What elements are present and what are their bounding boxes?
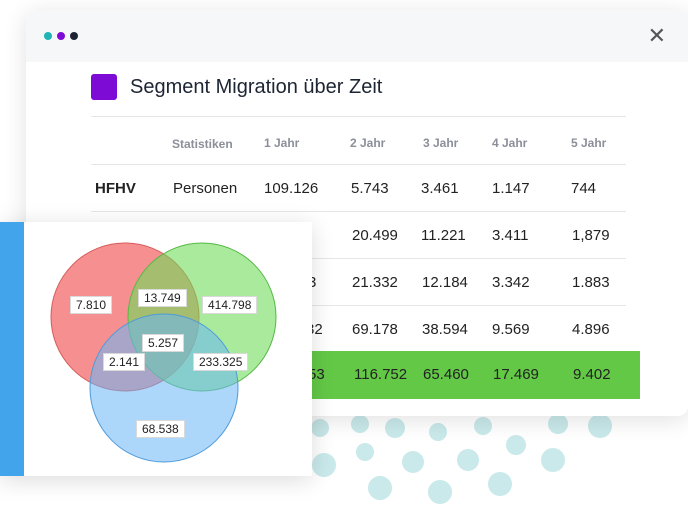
window-dot-1 [44, 32, 52, 40]
page-title: Segment Migration über Zeit [130, 76, 383, 98]
divider [91, 211, 626, 212]
table-cell: 53 [308, 366, 325, 383]
venn-label-green-blue: 233.325 [193, 353, 249, 371]
highlight-row [304, 351, 640, 399]
table-cell: 12.184 [422, 274, 468, 291]
divider [91, 258, 626, 259]
divider [91, 305, 626, 306]
header-year-3: 3 Jahr [423, 136, 459, 150]
header-year-5: 5 Jahr [571, 136, 607, 150]
venn-accent-bar [0, 222, 24, 476]
venn-label-blue-only: 68.538 [136, 420, 185, 438]
window-titlebar: ✕ [26, 10, 688, 62]
table-cell: 4.896 [572, 321, 610, 338]
table-cell: 9.402 [573, 366, 611, 383]
header-year-1: 1 Jahr [264, 136, 300, 150]
table-cell: 1.147 [492, 180, 530, 197]
table-cell: 65.460 [423, 366, 469, 383]
table-cell: 38.594 [422, 321, 468, 338]
table-cell: 1,879 [572, 227, 610, 244]
table-cell: 3 [308, 274, 317, 291]
table-cell: 5.743 [351, 180, 389, 197]
venn-label-green-only: 414.798 [202, 296, 258, 314]
header-statistiken: Statistiken [172, 137, 233, 151]
table-cell: 11.221 [421, 227, 466, 244]
window-dot-2 [57, 32, 65, 40]
title-color-square [91, 74, 117, 100]
venn-label-red-blue: 2.141 [103, 353, 146, 371]
table-cell: 109.126 [264, 180, 319, 197]
venn-label-red-only: 7.810 [70, 296, 113, 314]
table-cell: 17.469 [493, 366, 539, 383]
table-cell: 69.178 [352, 321, 398, 338]
header-year-4: 4 Jahr [492, 136, 528, 150]
venn-circle-blue [89, 313, 239, 463]
table-cell: 3.342 [492, 274, 530, 291]
table-cell: 20.499 [352, 227, 398, 244]
divider [91, 164, 626, 165]
table-cell: 1.883 [572, 274, 610, 291]
row-label: HFHV [95, 180, 136, 197]
table-cell: 744 [571, 180, 597, 197]
close-icon[interactable]: ✕ [647, 23, 666, 48]
table-cell: 116.752 [354, 366, 408, 383]
row-stat: Personen [173, 180, 238, 197]
table-cell: 3.411 [492, 227, 529, 244]
header-year-2: 2 Jahr [350, 136, 386, 150]
venn-label-red-green: 13.749 [138, 289, 187, 307]
window-dot-3 [70, 32, 78, 40]
venn-label-all: 5.257 [142, 334, 185, 352]
table-cell: 3.461 [421, 180, 459, 197]
divider [91, 116, 626, 117]
venn-card: 7.810 13.749 414.798 5.257 2.141 233.325… [0, 222, 312, 476]
table-cell: 9.569 [492, 321, 530, 338]
table-cell: 21.332 [352, 274, 398, 291]
